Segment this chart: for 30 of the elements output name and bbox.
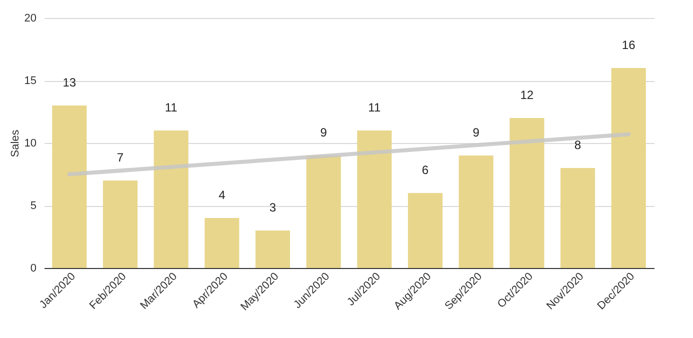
data-label: 3 [269,200,276,214]
bar [560,168,596,268]
data-label: 13 [62,76,76,90]
data-label: 8 [574,138,582,152]
data-label: 9 [320,126,328,140]
data-label: 9 [472,126,480,140]
data-label: 11 [368,100,381,114]
y-tick-label: 15 [24,75,36,87]
bar [611,68,646,268]
data-label: 4 [218,188,226,202]
bar [102,180,138,268]
data-label: 6 [422,163,429,177]
y-tick-label: 20 [24,12,36,24]
bar [204,218,240,268]
bar [255,230,290,268]
y-tick-label: 10 [24,138,36,150]
y-axis-title: Sales [9,129,22,158]
bar [510,118,544,268]
data-label: 7 [116,150,124,164]
y-tick-label: 5 [30,200,36,212]
data-label: 16 [622,38,636,52]
bar [408,193,443,268]
bar [306,156,341,268]
y-tick-label: 0 [30,262,36,274]
data-label: 11 [164,100,178,114]
data-label: 12 [520,88,534,102]
bar [357,130,392,268]
bar [52,106,87,268]
bar [458,156,494,268]
bar [154,130,188,268]
